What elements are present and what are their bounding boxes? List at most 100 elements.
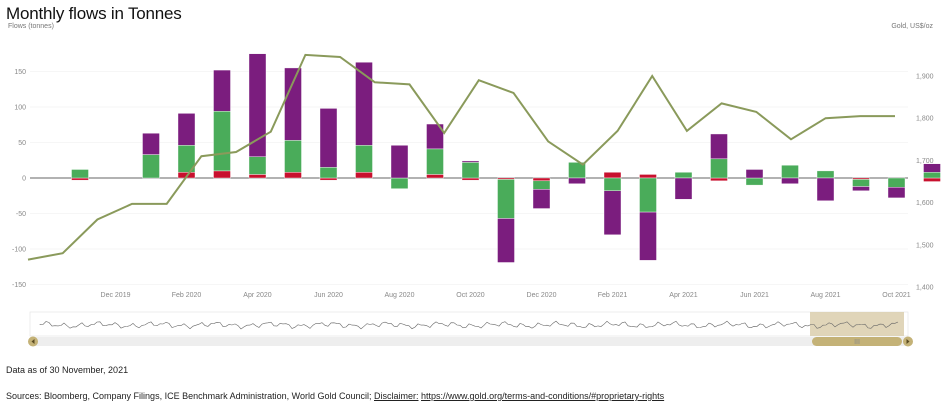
bar-series — [71, 53, 941, 263]
bar-segment[interactable] — [852, 177, 870, 180]
bar-segment[interactable] — [355, 145, 373, 173]
bar-segment[interactable] — [390, 145, 409, 179]
navigator-line — [39, 320, 899, 330]
bar-segment[interactable] — [426, 148, 444, 175]
bar-segment[interactable] — [461, 177, 480, 181]
bar-segment[interactable] — [710, 158, 728, 179]
x-tick-label: Feb 2020 — [172, 292, 202, 299]
bar-segment[interactable] — [674, 177, 693, 200]
bar-segment[interactable] — [284, 67, 302, 141]
x-tick-label: Feb 2021 — [598, 292, 628, 299]
bar-segment[interactable] — [355, 62, 373, 146]
y-tick-label: -150 — [12, 282, 26, 289]
chart-title: Monthly flows in Tonnes — [6, 4, 182, 23]
y-tick-label: 50 — [18, 140, 26, 147]
bar-segment[interactable] — [284, 140, 302, 173]
x-axis: Dec 2019 Feb 2020 Apr 2020 Jun 2020 Aug 2020… — [101, 292, 911, 299]
bar-segment[interactable] — [532, 177, 551, 182]
disclaimer-link[interactable]: https://www.gold.org/terms-and-condition… — [421, 391, 665, 401]
bar-segment[interactable] — [745, 177, 764, 186]
y-tick-label: 0 — [22, 176, 26, 183]
bar-segment[interactable] — [923, 172, 941, 179]
bar-segment[interactable] — [426, 174, 444, 179]
bar-segment[interactable] — [887, 177, 906, 188]
left-axis-label: Flows (tonnes) — [8, 23, 54, 30]
bar-segment[interactable] — [319, 177, 338, 181]
bar-segment[interactable] — [142, 154, 160, 179]
bar-segment[interactable] — [497, 177, 515, 180]
x-tick-label: Oct 2021 — [882, 292, 911, 299]
bar-segment[interactable] — [781, 165, 799, 179]
bar-segment[interactable] — [532, 189, 551, 209]
y2-tick-label: 1,900 — [916, 74, 934, 81]
right-axis: 1,900 1,800 1,700 1,600 1,500 1,400 — [916, 74, 934, 292]
x-tick-label: Aug 2020 — [385, 292, 415, 299]
bar-segment[interactable] — [248, 53, 267, 157]
bar-segment[interactable] — [71, 169, 89, 179]
bar-segment[interactable] — [248, 174, 267, 179]
bar-segment[interactable] — [639, 211, 657, 261]
y2-tick-label: 1,500 — [916, 242, 934, 249]
price-line-series — [27, 53, 895, 261]
bar-segment[interactable] — [781, 177, 799, 184]
x-tick-label: Apr 2020 — [243, 292, 272, 299]
bar-segment[interactable] — [710, 177, 728, 182]
bar-segment[interactable] — [639, 174, 657, 179]
bar-segment[interactable] — [213, 111, 231, 172]
bar-segment[interactable] — [710, 133, 728, 160]
bar-segment[interactable] — [887, 187, 906, 199]
bar-segment[interactable] — [284, 172, 302, 179]
bar-segment[interactable] — [319, 108, 338, 168]
bar-segment[interactable] — [213, 69, 231, 112]
bar-segment[interactable] — [248, 156, 267, 175]
bar-segment[interactable] — [603, 190, 622, 235]
price-line — [27, 53, 895, 261]
disclaimer-label[interactable]: Disclaimer: — [374, 391, 419, 401]
bar-segment[interactable] — [816, 170, 835, 179]
bar-segment[interactable] — [816, 177, 835, 201]
bar-segment[interactable] — [213, 170, 231, 179]
y2-tick-label: 1,800 — [916, 116, 934, 123]
bar-segment[interactable] — [639, 177, 657, 213]
bar-segment[interactable] — [603, 172, 622, 179]
sources-text: Sources: Bloomberg, Company Filings, ICE… — [6, 391, 664, 401]
range-navigator[interactable]: III — [28, 311, 913, 347]
navigator-scrollbar-track[interactable] — [30, 337, 908, 346]
bar-segment[interactable] — [923, 163, 941, 173]
bar-segment[interactable] — [923, 177, 941, 182]
bar-segment[interactable] — [852, 179, 870, 187]
bar-segment[interactable] — [390, 177, 409, 189]
bar-segment[interactable] — [71, 177, 89, 181]
data-date-note: Data as of 30 November, 2021 — [6, 365, 129, 375]
bar-segment[interactable] — [355, 172, 373, 179]
bar-segment[interactable] — [532, 180, 551, 190]
scrollbar-grip: III — [854, 339, 860, 346]
bar-segment[interactable] — [568, 177, 586, 184]
bar-segment[interactable] — [674, 172, 693, 179]
bar-segment[interactable] — [461, 162, 480, 179]
bar-segment[interactable] — [745, 169, 764, 179]
sources-prefix: Sources: Bloomberg, Company Filings, ICE… — [6, 391, 374, 401]
bar-segment[interactable] — [852, 186, 870, 191]
bar-segment[interactable] — [319, 167, 338, 179]
bar-segment[interactable] — [142, 133, 160, 155]
y-tick-label: -100 — [12, 247, 26, 254]
bar-segment[interactable] — [603, 177, 622, 191]
bar-segment[interactable] — [461, 160, 480, 163]
navigator-scrollbar-thumb[interactable] — [812, 337, 902, 346]
y-tick-label: 150 — [14, 69, 26, 76]
left-axis: 150 100 50 0 -50 -100 -150 — [12, 69, 26, 289]
bar-segment[interactable] — [177, 113, 196, 146]
x-tick-label: Jun 2020 — [314, 292, 343, 299]
y2-tick-label: 1,700 — [916, 158, 934, 165]
chevron-left-icon — [31, 339, 35, 344]
bar-segment[interactable] — [497, 218, 515, 263]
y2-tick-label: 1,600 — [916, 200, 934, 207]
bar-segment[interactable] — [426, 123, 444, 150]
x-tick-label: Dec 2019 — [101, 292, 131, 299]
x-tick-label: Apr 2021 — [669, 292, 698, 299]
navigator-selected-range[interactable] — [810, 312, 904, 336]
chevron-right-icon — [906, 339, 910, 344]
bar-segment[interactable] — [497, 179, 515, 219]
